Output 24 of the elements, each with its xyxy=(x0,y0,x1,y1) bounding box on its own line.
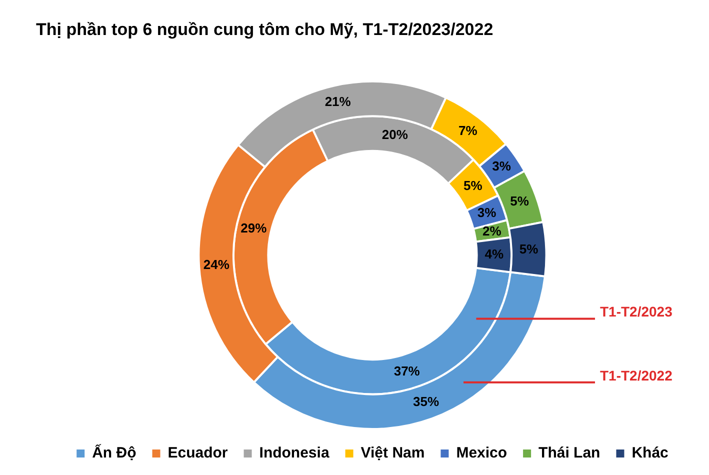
data-label: 24% xyxy=(203,257,230,272)
slice-label: T1-T2/2022 xyxy=(600,367,673,384)
data-label: 21% xyxy=(324,94,352,110)
data-label: 37% xyxy=(394,363,420,378)
data-label: 29% xyxy=(240,220,268,236)
legend-label: Mexico xyxy=(456,444,508,462)
data-label: 3% xyxy=(492,158,512,174)
legend-label: Việt Nam xyxy=(360,444,425,462)
chart-title: Thị phần top 6 nguồn cung tôm cho Mỹ, T1-T2/2023/2022 xyxy=(36,20,494,39)
data-label: 35% xyxy=(412,394,440,409)
legend-label: Ấn Độ xyxy=(92,444,136,462)
legend-label: Ecuador xyxy=(168,444,228,462)
data-label: 20% xyxy=(382,127,408,142)
data-label: 5% xyxy=(519,241,539,256)
data-label: 7% xyxy=(458,122,478,138)
data-label: 3% xyxy=(477,205,497,220)
data-label: 2% xyxy=(482,224,502,239)
data-label: 4% xyxy=(484,246,504,262)
legend-label: Thái Lan xyxy=(538,444,600,462)
data-label: 5% xyxy=(510,193,530,208)
slice-label: T1-T2/2023 xyxy=(600,304,673,320)
data-label: 5% xyxy=(463,178,483,194)
legend-label: Indonesia xyxy=(259,444,330,462)
legend-label: Khác xyxy=(632,444,668,462)
